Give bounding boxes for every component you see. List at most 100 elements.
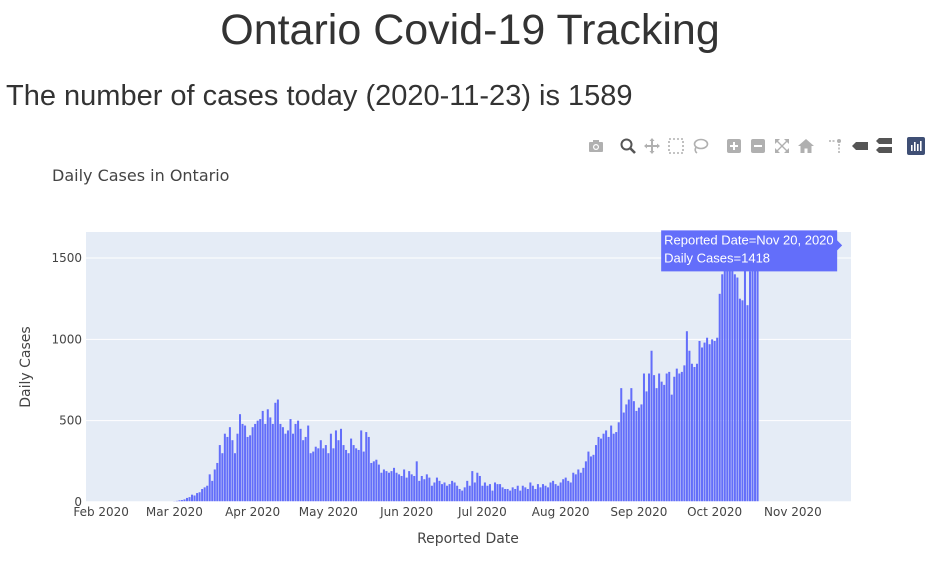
bar[interactable]: [721, 274, 724, 502]
bar[interactable]: [478, 475, 481, 502]
bar[interactable]: [370, 462, 373, 502]
bar[interactable]: [425, 474, 428, 502]
bar[interactable]: [617, 422, 620, 502]
bar[interactable]: [648, 373, 651, 502]
bar[interactable]: [746, 305, 749, 502]
bar[interactable]: [408, 471, 411, 502]
bar[interactable]: [738, 298, 741, 502]
reset-axes-icon[interactable]: [796, 136, 816, 156]
bar[interactable]: [539, 487, 542, 502]
bar[interactable]: [350, 438, 353, 502]
bar[interactable]: [458, 488, 461, 502]
bar[interactable]: [635, 410, 638, 502]
bar[interactable]: [723, 271, 726, 502]
bar[interactable]: [259, 419, 262, 502]
bar[interactable]: [286, 430, 289, 502]
bar[interactable]: [223, 433, 226, 502]
bar[interactable]: [749, 271, 752, 502]
bar[interactable]: [435, 477, 438, 502]
bar[interactable]: [536, 484, 539, 502]
bar[interactable]: [393, 467, 396, 502]
hover-compare-icon[interactable]: [874, 136, 894, 156]
bar[interactable]: [241, 423, 244, 502]
bar[interactable]: [292, 433, 295, 502]
bar[interactable]: [218, 445, 221, 502]
bar[interactable]: [670, 394, 673, 502]
bar[interactable]: [345, 449, 348, 502]
bar[interactable]: [281, 427, 284, 502]
bar[interactable]: [327, 453, 330, 502]
bar[interactable]: [377, 464, 380, 502]
bar[interactable]: [562, 479, 565, 502]
camera-icon[interactable]: [586, 136, 606, 156]
bar[interactable]: [476, 472, 479, 502]
bar[interactable]: [276, 399, 279, 502]
bar[interactable]: [663, 384, 666, 502]
bar[interactable]: [640, 404, 643, 502]
bar[interactable]: [463, 487, 466, 502]
bar[interactable]: [547, 487, 550, 502]
bar[interactable]: [367, 436, 370, 502]
bar[interactable]: [680, 371, 683, 502]
bar[interactable]: [660, 381, 663, 502]
bar[interactable]: [620, 388, 623, 502]
bar[interactable]: [632, 401, 635, 502]
bar[interactable]: [183, 499, 186, 502]
bar[interactable]: [610, 425, 613, 502]
bar[interactable]: [516, 485, 519, 502]
bar[interactable]: [337, 440, 340, 502]
autoscale-icon[interactable]: [772, 136, 792, 156]
bar[interactable]: [574, 474, 577, 502]
bar[interactable]: [564, 477, 567, 502]
bar[interactable]: [355, 448, 358, 502]
bar[interactable]: [665, 373, 668, 502]
bar[interactable]: [244, 425, 247, 502]
bar[interactable]: [433, 482, 436, 502]
bar[interactable]: [233, 453, 236, 502]
bar[interactable]: [612, 433, 615, 502]
bar[interactable]: [726, 258, 729, 502]
bar[interactable]: [607, 436, 610, 502]
bar[interactable]: [342, 445, 345, 502]
bar[interactable]: [519, 490, 522, 502]
bar[interactable]: [473, 482, 476, 502]
bar[interactable]: [178, 500, 181, 502]
bar[interactable]: [501, 487, 504, 502]
bar[interactable]: [655, 388, 658, 502]
bar[interactable]: [736, 277, 739, 502]
bar[interactable]: [382, 469, 385, 502]
bar[interactable]: [208, 474, 211, 502]
bar[interactable]: [314, 446, 317, 502]
bar[interactable]: [420, 475, 423, 502]
bar[interactable]: [627, 399, 630, 502]
zoom-out-icon[interactable]: [748, 136, 768, 156]
bar[interactable]: [372, 461, 375, 502]
bar[interactable]: [216, 462, 219, 502]
bar[interactable]: [650, 350, 653, 502]
bar[interactable]: [637, 407, 640, 502]
bar[interactable]: [751, 243, 754, 503]
bar[interactable]: [718, 293, 721, 502]
bar[interactable]: [251, 427, 254, 502]
bar[interactable]: [430, 485, 433, 502]
bar[interactable]: [284, 433, 287, 502]
plot-area[interactable]: [86, 232, 851, 502]
bar[interactable]: [309, 453, 312, 502]
lasso-select-icon[interactable]: [690, 136, 710, 156]
bar[interactable]: [481, 485, 484, 502]
bar[interactable]: [642, 373, 645, 502]
box-select-icon[interactable]: [666, 136, 686, 156]
bar[interactable]: [423, 479, 426, 502]
bar[interactable]: [322, 448, 325, 502]
bar[interactable]: [213, 469, 216, 502]
bar[interactable]: [693, 367, 696, 502]
bar[interactable]: [589, 456, 592, 502]
bar[interactable]: [731, 245, 734, 502]
bar[interactable]: [319, 440, 322, 502]
bar[interactable]: [211, 480, 214, 502]
bar[interactable]: [193, 495, 196, 502]
bar[interactable]: [584, 461, 587, 502]
bar[interactable]: [266, 409, 269, 502]
bar[interactable]: [526, 488, 529, 502]
bars[interactable]: [86, 243, 851, 503]
